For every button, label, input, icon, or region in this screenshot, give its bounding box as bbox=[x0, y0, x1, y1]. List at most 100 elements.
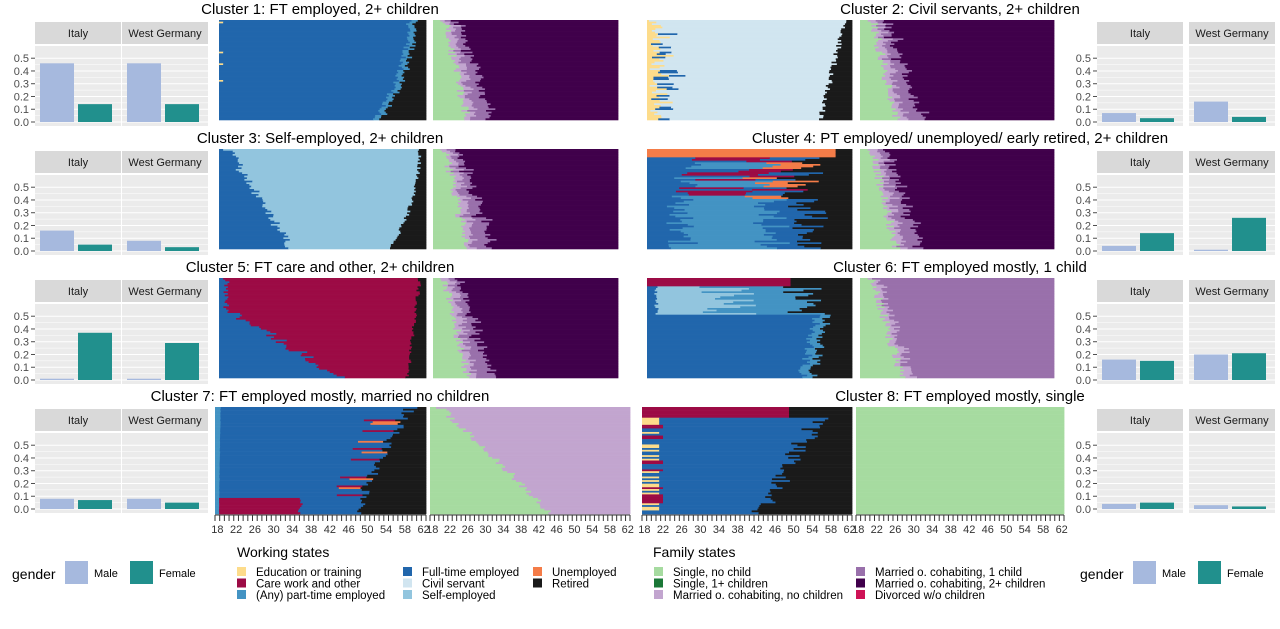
sequence-segment bbox=[819, 316, 831, 319]
sequence-segment bbox=[215, 435, 221, 438]
sequence-segment bbox=[867, 20, 877, 22]
sequence-segment bbox=[415, 299, 427, 302]
sequence-segment bbox=[649, 20, 847, 22]
sequence-segment bbox=[430, 492, 527, 495]
sequence-segment bbox=[265, 212, 408, 215]
sequence-segment bbox=[860, 93, 889, 96]
sequence-segment bbox=[860, 217, 887, 220]
sequence-segment bbox=[647, 116, 662, 119]
sequence-segment bbox=[480, 209, 619, 211]
sequence-segment bbox=[219, 476, 341, 479]
sequence-segment bbox=[642, 462, 664, 465]
sequence-segment bbox=[690, 239, 778, 241]
family-sequence-plot bbox=[860, 278, 1055, 379]
sequence-segment bbox=[820, 343, 853, 345]
sequence-segment bbox=[433, 165, 445, 168]
sequence-segment bbox=[479, 444, 631, 447]
sequence-segment bbox=[642, 440, 808, 443]
sequence-segment bbox=[896, 169, 1055, 171]
sequence-segment bbox=[917, 376, 1055, 379]
sequence-segment bbox=[472, 172, 619, 175]
sequence-segment bbox=[883, 182, 890, 185]
sequence-segment bbox=[220, 446, 392, 449]
sequence-segment bbox=[433, 35, 447, 37]
sequence-segment bbox=[465, 301, 619, 304]
legend-label: Single, 1+ children bbox=[673, 579, 768, 591]
x-tick-label: 62 bbox=[418, 524, 430, 536]
sequence-segment bbox=[392, 435, 427, 438]
sequence-segment bbox=[408, 364, 427, 367]
sequence-segment bbox=[451, 412, 631, 415]
sequence-segment bbox=[878, 46, 886, 49]
sequence-segment bbox=[892, 170, 1055, 173]
sequence-segment bbox=[651, 63, 838, 66]
sequence-segment bbox=[285, 240, 395, 243]
sequence-segment bbox=[815, 353, 853, 355]
sequence-segment bbox=[219, 346, 287, 349]
sequence-segment bbox=[860, 204, 884, 206]
sequence-segment bbox=[388, 101, 427, 104]
sequence-segment bbox=[647, 113, 655, 116]
sequence-segment bbox=[657, 311, 704, 314]
sequence-segment bbox=[412, 329, 427, 332]
sequence-segment bbox=[476, 85, 619, 87]
sequence-segment bbox=[658, 308, 708, 310]
sequence-segment bbox=[822, 106, 853, 109]
sequence-segment bbox=[650, 43, 664, 46]
sequence-segment bbox=[430, 440, 477, 443]
y-tick-label: 0.1 bbox=[14, 104, 29, 116]
sequence-segment bbox=[350, 458, 380, 461]
sequence-segment bbox=[433, 331, 457, 334]
sequence-segment bbox=[219, 349, 290, 352]
sequence-segment bbox=[647, 172, 688, 175]
sequence-segment bbox=[484, 88, 619, 91]
facet-strip bbox=[1189, 22, 1275, 44]
sequence-segment bbox=[454, 36, 462, 39]
sequence-segment bbox=[459, 289, 619, 292]
sequence-segment bbox=[860, 197, 889, 200]
x-tick-label: 18 bbox=[426, 524, 438, 536]
sequence-segment bbox=[215, 478, 221, 481]
sequence-segment bbox=[268, 217, 405, 220]
sequence-segment bbox=[469, 353, 484, 355]
sequence-segment bbox=[215, 453, 221, 456]
sequence-segment bbox=[883, 284, 1055, 287]
sequence-segment bbox=[465, 25, 619, 27]
sequence-segment bbox=[409, 369, 427, 372]
sequence-segment bbox=[755, 182, 789, 185]
sequence-segment bbox=[464, 91, 473, 94]
sequence-segment bbox=[219, 358, 306, 360]
sequence-segment bbox=[441, 279, 451, 282]
sequence-segment bbox=[262, 197, 412, 200]
sequence-segment bbox=[886, 323, 896, 325]
sequence-segment bbox=[433, 172, 454, 175]
sequence-segment bbox=[642, 455, 660, 458]
sequence-segment bbox=[220, 407, 418, 410]
sequence-segment bbox=[458, 192, 469, 195]
sequence-segment bbox=[894, 363, 901, 365]
sequence-segment bbox=[219, 316, 241, 319]
sequence-segment bbox=[647, 185, 696, 188]
sequence-segment bbox=[647, 159, 693, 161]
sequence-segment bbox=[821, 288, 853, 290]
sequence-segment bbox=[219, 478, 350, 481]
sequence-segment bbox=[433, 53, 449, 56]
sequence-segment bbox=[219, 154, 234, 156]
legend-label: Retired bbox=[552, 579, 589, 591]
sequence-segment bbox=[451, 31, 462, 34]
legend-label: Married o. cohabiting, 1 child bbox=[875, 567, 1022, 579]
sequence-segment bbox=[433, 33, 446, 36]
sequence-segment bbox=[655, 31, 841, 34]
sequence-segment bbox=[870, 21, 878, 24]
sequence-segment bbox=[647, 331, 816, 334]
sequence-segment bbox=[469, 212, 483, 215]
sequence-segment bbox=[469, 376, 477, 379]
sequence-segment bbox=[647, 361, 808, 364]
sequence-segment bbox=[860, 116, 901, 119]
sequence-segment bbox=[408, 48, 415, 51]
sequence-segment bbox=[457, 205, 469, 208]
sequence-segment bbox=[416, 303, 427, 305]
sequence-segment bbox=[856, 462, 1065, 465]
sequence-segment bbox=[647, 207, 675, 210]
sequence-segment bbox=[220, 410, 415, 413]
